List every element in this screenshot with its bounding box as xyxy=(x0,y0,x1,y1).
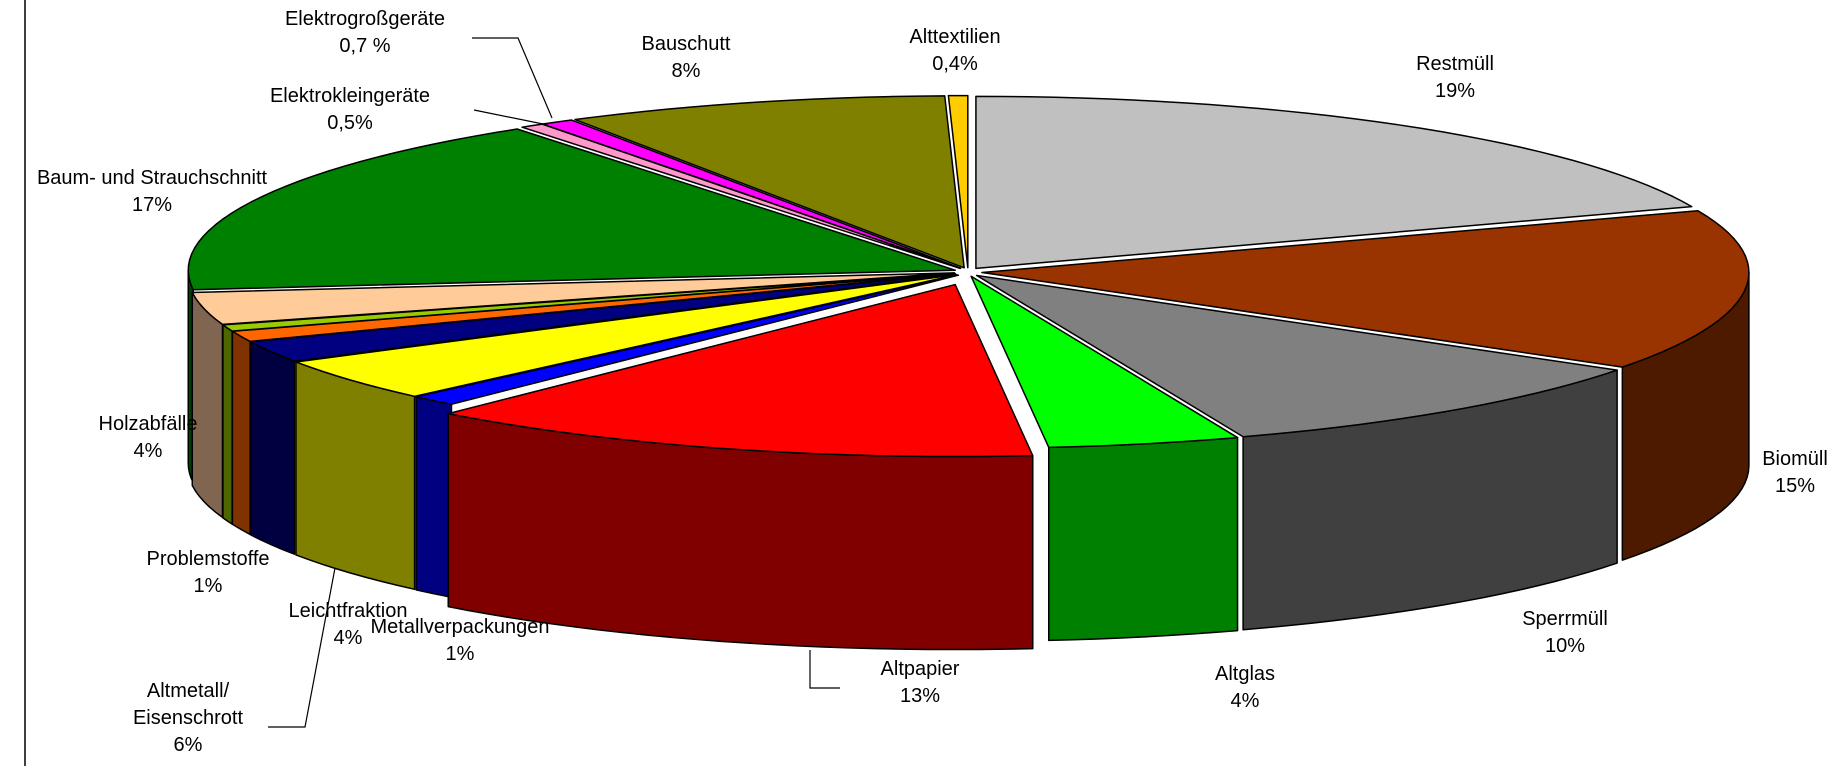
pie-slice-bauschutt xyxy=(574,95,965,269)
slice-name-holzabfälle: Holzabfälle xyxy=(99,413,198,435)
slice-label-baum-und-strauchschnitt: Baum- und Strauchschnitt 17% xyxy=(37,167,268,216)
slice-name-biomüll: Biomüll xyxy=(1762,448,1828,470)
slice-name-elektrokleingeräte: Elektrokleingeräte xyxy=(270,85,430,107)
slice-labels: Restmüll 19% Biomüll 15% Sperrmüll 10% Altglas… xyxy=(37,8,1828,756)
slice-name-bauschutt: Bauschutt xyxy=(642,33,731,55)
pie-slice-elektrogroßgeräte xyxy=(541,119,962,270)
slice-label-problemstoffe: Problemstoffe 1% xyxy=(146,548,269,597)
slice-label-restmüll: Restmüll 19% xyxy=(1416,53,1494,102)
pie-side-metallverpackungen xyxy=(415,396,453,599)
slice-value-baum-und-strauchschnitt: 17% xyxy=(132,194,172,216)
slice-name-altmetall-eisenschrott-0: Altmetall/ xyxy=(147,680,230,702)
pie-side-holzabfälle xyxy=(191,291,224,519)
pie-slice-alttextilien xyxy=(947,94,969,269)
leader-line-altmetall-eisenschrott xyxy=(268,567,336,728)
pie-slice-biomüll xyxy=(981,209,1750,368)
slice-label-holzabfälle: Holzabfälle 4% xyxy=(99,413,198,462)
pie-slice-altpapier xyxy=(447,283,1034,458)
slice-value-leichtfraktion: 4% xyxy=(334,627,363,649)
slice-label-altmetall-eisenschrott: Altmetall/Eisenschrott 6% xyxy=(133,680,243,756)
slice-name-altmetall-eisenschrott-1: Eisenschrott xyxy=(133,707,243,729)
slice-label-metallverpackungen: Metallverpackungen 1% xyxy=(371,616,550,665)
slice-name-restmüll: Restmüll xyxy=(1416,53,1494,75)
pie-slice-leichtfraktion xyxy=(295,273,958,398)
slice-value-biomüll: 15% xyxy=(1775,475,1815,497)
pie-side-altglas xyxy=(1048,436,1239,642)
slice-label-alttextilien: Alttextilien 0,4% xyxy=(909,26,1000,75)
slice-label-altglas: Altglas 4% xyxy=(1215,663,1275,712)
slice-value-restmüll: 19% xyxy=(1435,80,1475,102)
slice-value-problemstoffe: 1% xyxy=(194,575,223,597)
slice-label-bauschutt: Bauschutt 8% xyxy=(642,33,731,82)
slice-label-biomüll: Biomüll 15% xyxy=(1762,448,1828,497)
slice-name-sperrmüll: Sperrmüll xyxy=(1522,608,1608,630)
slice-label-elektrokleingeräte: Elektrokleingeräte 0,5% xyxy=(270,85,430,134)
pie-side-slice-8 xyxy=(231,330,251,536)
slice-name-problemstoffe: Problemstoffe xyxy=(146,548,269,570)
pie-slice-holzabfälle xyxy=(191,272,956,326)
slice-name-elektrogroßgeräte: Elektrogroßgeräte xyxy=(285,8,445,30)
pie-slice-sperrmüll xyxy=(975,274,1618,438)
slice-value-altmetall-eisenschrott: 6% xyxy=(174,734,203,756)
slice-name-leichtfraktion: Leichtfraktion xyxy=(289,600,408,622)
slice-name-alttextilien: Alttextilien xyxy=(909,26,1000,48)
leader-line-altpapier xyxy=(809,650,840,689)
pie-side-altmetall-eisenschrott xyxy=(249,341,296,555)
leader-lines xyxy=(268,37,840,728)
slice-name-altglas: Altglas xyxy=(1215,663,1275,685)
slice-value-alttextilien: 0,4% xyxy=(932,53,978,75)
slice-label-leichtfraktion: Leichtfraktion 4% xyxy=(289,600,408,649)
slice-label-sperrmüll: Sperrmüll 10% xyxy=(1522,608,1608,657)
pie-sides xyxy=(187,269,1750,651)
slice-value-elektrogroßgeräte: 0,7 % xyxy=(339,35,390,57)
slice-name-metallverpackungen: Metallverpackungen xyxy=(371,616,550,638)
slice-value-holzabfälle: 4% xyxy=(134,440,163,462)
pie-slice-metallverpackungen xyxy=(415,274,960,406)
slice-value-altglas: 4% xyxy=(1231,690,1260,712)
slice-value-metallverpackungen: 1% xyxy=(446,643,475,665)
slice-value-elektrokleingeräte: 0,5% xyxy=(327,112,373,134)
pie-side-problemstoffe xyxy=(222,324,233,525)
leader-line-elektrogroßgeräte xyxy=(472,37,553,119)
slice-value-altpapier: 13% xyxy=(900,685,940,707)
slice-name-altpapier: Altpapier xyxy=(881,658,960,680)
pie-side-leichtfraktion xyxy=(295,361,416,591)
slice-value-sperrmüll: 10% xyxy=(1545,635,1585,657)
pie-slice-altglas xyxy=(970,275,1239,449)
slice-value-bauschutt: 8% xyxy=(672,60,701,82)
slice-name-baum-und-strauchschnitt: Baum- und Strauchschnitt xyxy=(37,167,268,189)
slice-label-altpapier: Altpapier 13% xyxy=(881,658,960,707)
slice-label-elektrogroßgeräte: Elektrogroßgeräte 0,7 % xyxy=(285,8,445,57)
leader-line-elektrokleingeräte xyxy=(473,109,549,126)
pie-slice-baum-und-strauchschnitt xyxy=(187,128,956,291)
pie-slice-restmüll xyxy=(975,95,1693,270)
pie-tops xyxy=(187,94,1750,458)
